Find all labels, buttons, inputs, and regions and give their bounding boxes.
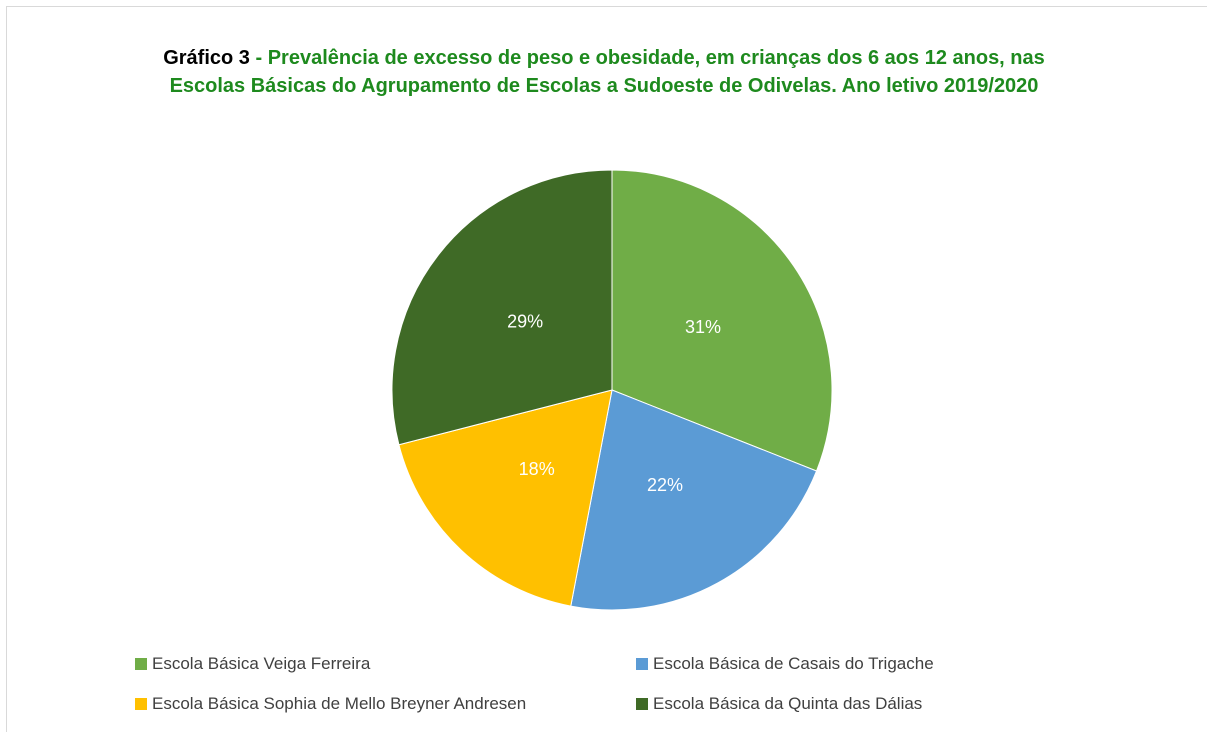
legend-swatch (636, 698, 648, 710)
legend-item: Escola Básica da Quinta das Dálias (636, 694, 922, 714)
legend-item: Escola Básica Sophia de Mello Breyner An… (135, 694, 526, 714)
legend-swatch (636, 658, 648, 670)
legend-swatch (135, 698, 147, 710)
legend-item: Escola Básica de Casais do Trigache (636, 654, 934, 674)
data-label: 29% (507, 311, 543, 331)
pie-slice (391, 169, 613, 446)
legend-label: Escola Básica Sophia de Mello Breyner An… (152, 694, 527, 713)
legend-label: Escola Básica da Quinta das Dálias (653, 694, 923, 713)
chart-frame (6, 6, 1207, 732)
data-label: 31% (685, 317, 721, 337)
title-text: - Prevalência de excesso de peso e obesi… (169, 47, 1045, 97)
legend-label: Escola Básica de Casais do Trigache (653, 654, 934, 673)
pie-slice (570, 389, 818, 611)
legend-swatch (135, 658, 147, 670)
chart-title: Gráfico 3 - Prevalência de excesso de pe… (134, 44, 1074, 100)
data-label: 22% (647, 475, 683, 495)
legend-item: Escola Básica Veiga Ferreira (135, 654, 370, 674)
data-label: 18% (519, 459, 555, 479)
title-prefix: Gráfico 3 (163, 47, 250, 69)
pie-slice (611, 169, 833, 472)
pie-slice (398, 389, 613, 607)
legend-label: Escola Básica Veiga Ferreira (152, 654, 371, 673)
